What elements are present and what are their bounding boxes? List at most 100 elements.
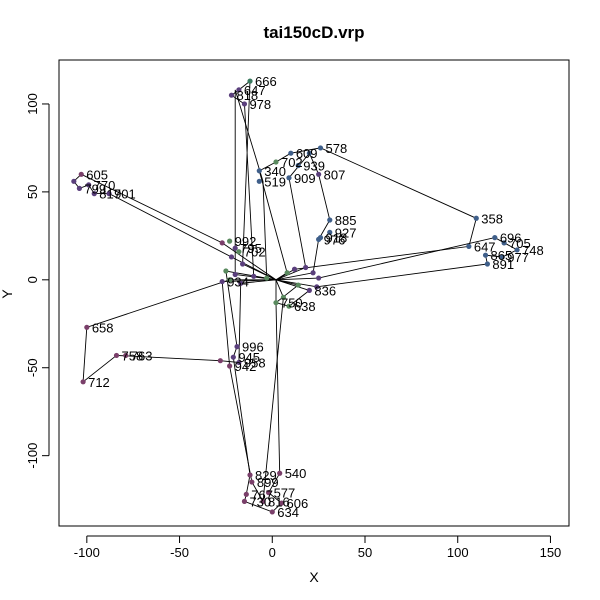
x-tick-label: 100 xyxy=(447,545,469,560)
data-point xyxy=(241,101,248,107)
point-label: 730 xyxy=(249,494,271,509)
data-point xyxy=(482,252,489,258)
point-label: 577 xyxy=(274,486,296,501)
data-point xyxy=(91,191,97,197)
point-label: 799 xyxy=(84,181,106,196)
data-point xyxy=(327,217,333,223)
point-label: 945 xyxy=(238,350,260,365)
data-point xyxy=(306,287,312,293)
y-tick-label: -100 xyxy=(25,443,40,469)
data-point xyxy=(219,278,225,285)
data-point xyxy=(288,150,294,156)
point-label: 992 xyxy=(235,234,257,249)
data-point xyxy=(227,277,233,283)
data-point xyxy=(232,271,238,278)
x-axis-label: X xyxy=(309,569,319,585)
x-tick-label: 50 xyxy=(358,545,372,560)
data-point xyxy=(260,498,266,504)
data-point xyxy=(286,175,292,181)
point-label: 817 xyxy=(99,187,121,202)
data-point xyxy=(234,344,240,350)
point-label: 696 xyxy=(500,231,522,246)
data-point xyxy=(236,249,242,255)
point-label: 891 xyxy=(492,257,514,272)
chart-title: tai150cD.vrp xyxy=(263,23,364,42)
point-label: 976 xyxy=(324,232,346,247)
point-label: 977 xyxy=(507,250,529,265)
data-point xyxy=(249,479,255,485)
data-point xyxy=(241,498,248,504)
point-label: 934 xyxy=(227,275,249,290)
x-tick-label: 150 xyxy=(540,545,562,560)
route-line-1 xyxy=(73,173,277,281)
point-label: 540 xyxy=(285,466,307,481)
data-point xyxy=(310,270,316,276)
data-point xyxy=(243,491,249,497)
data-point xyxy=(499,254,505,260)
data-point xyxy=(236,87,242,93)
data-point xyxy=(219,240,225,246)
data-point xyxy=(327,229,333,235)
data-point xyxy=(306,150,312,156)
data-point xyxy=(473,215,479,221)
data-point xyxy=(264,275,270,281)
point-label: 712 xyxy=(88,375,110,390)
point-label: 666 xyxy=(255,74,277,89)
data-point xyxy=(314,284,320,290)
y-tick-label: 100 xyxy=(25,93,40,115)
point-label: 702 xyxy=(281,155,303,170)
x-tick-label: -100 xyxy=(74,545,100,560)
y-axis-label: Y xyxy=(0,289,15,299)
point-label: 836 xyxy=(314,283,336,298)
data-point xyxy=(106,191,112,197)
data-point xyxy=(466,243,472,249)
data-point xyxy=(238,280,244,286)
points-layer xyxy=(71,78,520,515)
point-label: 816 xyxy=(268,494,290,509)
data-point xyxy=(223,268,229,274)
point-label: 818 xyxy=(236,88,258,103)
point-label: 978 xyxy=(249,97,271,112)
y-tick-label: 0 xyxy=(25,276,40,283)
data-point xyxy=(484,261,490,267)
data-point xyxy=(286,303,292,309)
data-point xyxy=(514,247,520,253)
point-label: 647 xyxy=(244,83,266,98)
data-point xyxy=(284,270,290,276)
data-point xyxy=(76,185,82,191)
data-point xyxy=(236,359,242,366)
x-tick-label: -50 xyxy=(170,545,189,560)
point-label: 865 xyxy=(491,248,513,263)
data-point xyxy=(317,145,324,151)
point-label: 340 xyxy=(264,164,286,179)
data-point xyxy=(291,266,298,272)
axes-layer: -100 -50 0 50 100 150 -100 -50 0 50 100 xyxy=(25,93,561,560)
data-point xyxy=(501,240,507,246)
point-label: 606 xyxy=(287,496,309,511)
data-point xyxy=(492,235,498,241)
point-label: 918 xyxy=(325,231,347,246)
point-label: 958 xyxy=(244,355,266,370)
point-label: 748 xyxy=(522,243,544,258)
point-label: 358 xyxy=(481,211,503,226)
data-point xyxy=(280,294,286,300)
data-point xyxy=(232,245,238,251)
data-point xyxy=(269,509,275,515)
point-label: 939 xyxy=(303,159,325,174)
data-point xyxy=(71,178,77,184)
data-point xyxy=(278,500,285,506)
data-point xyxy=(295,162,301,169)
data-point xyxy=(316,171,322,177)
data-point xyxy=(80,379,86,385)
data-point xyxy=(273,159,279,165)
y-tick-label: -50 xyxy=(25,358,40,377)
data-point xyxy=(123,352,129,359)
point-label: 807 xyxy=(324,167,346,182)
data-point xyxy=(303,264,309,271)
data-point xyxy=(86,182,92,188)
point-label: 647 xyxy=(474,239,496,254)
data-point xyxy=(256,168,262,174)
data-point xyxy=(240,261,246,267)
x-tick-label: 0 xyxy=(269,545,276,560)
